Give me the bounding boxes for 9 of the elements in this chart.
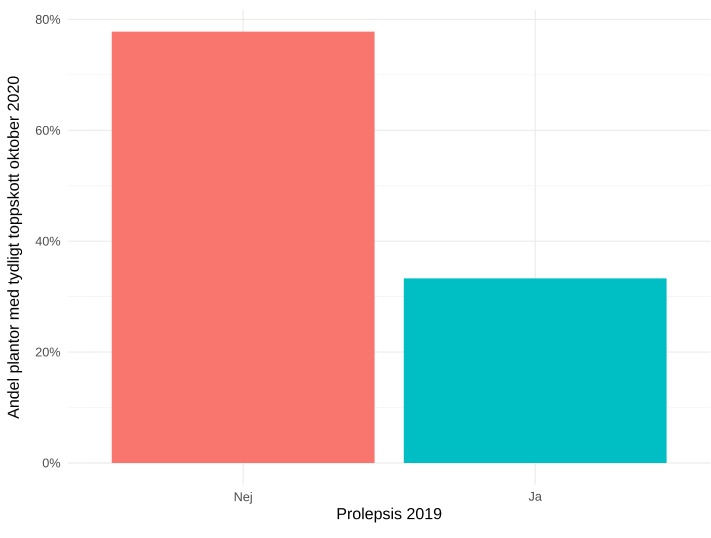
x-tick-label: Nej <box>234 492 252 504</box>
y-tick-label: 40% <box>36 236 60 246</box>
x-axis-title: Prolepsis 2019 <box>338 508 442 523</box>
y-axis-title: Andel plantor med tydligt toppskott oktober 2020 <box>7 76 22 420</box>
y-tick-label: 80% <box>36 15 60 24</box>
y-tick-label: 20% <box>36 348 60 357</box>
y-tick-label: 0% <box>42 458 60 468</box>
x-tick-label: Ja <box>528 492 542 502</box>
y-tick-label: 60% <box>36 126 60 135</box>
